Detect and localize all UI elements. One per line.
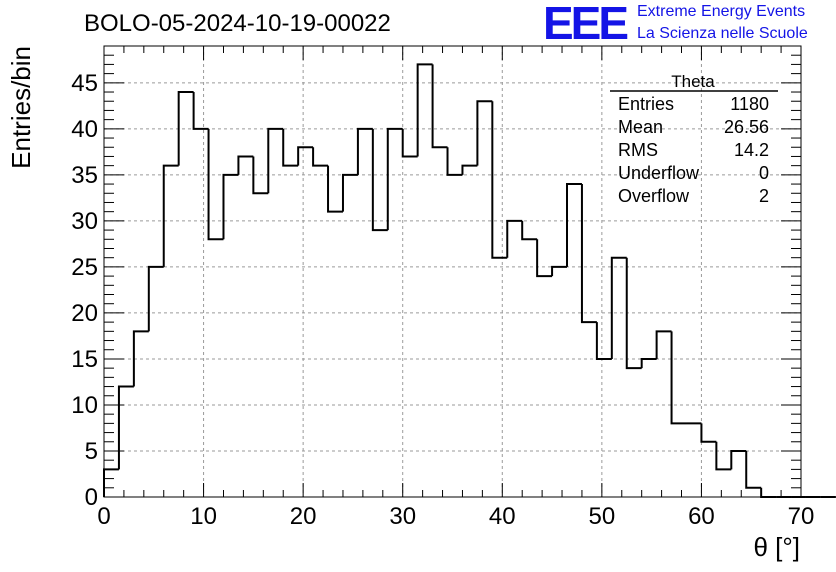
histogram-bin bbox=[103, 468, 119, 497]
histogram-series bbox=[103, 63, 836, 498]
histogram-bin bbox=[476, 100, 493, 166]
y-tick-label: 20 bbox=[71, 300, 98, 327]
plot-frame bbox=[103, 45, 802, 498]
x-tick-label: 30 bbox=[389, 503, 416, 530]
histogram-bin bbox=[506, 219, 523, 258]
stats-row-label: Underflow bbox=[618, 163, 700, 183]
histogram-bin bbox=[745, 450, 762, 489]
y-tick-label: 45 bbox=[71, 70, 98, 97]
y-tick-label: 0 bbox=[85, 484, 98, 511]
x-tick-labels: 0 10 20 30 40 50 60 70 bbox=[97, 503, 814, 530]
stats-row-value: 26.56 bbox=[724, 117, 769, 137]
histogram-bin bbox=[610, 256, 627, 359]
histogram-bin bbox=[595, 322, 612, 360]
stats-row-label: Overflow bbox=[618, 186, 690, 206]
stats-row-value: 14.2 bbox=[734, 140, 769, 160]
histogram-bin bbox=[356, 127, 373, 175]
histogram-bin bbox=[715, 441, 732, 471]
stats-row-label: Mean bbox=[618, 117, 663, 137]
histogram-bin bbox=[267, 127, 284, 194]
histogram-bin bbox=[147, 265, 164, 332]
histogram-bin bbox=[580, 184, 597, 324]
histogram-bin bbox=[297, 146, 314, 166]
histogram-bin bbox=[252, 156, 269, 195]
histogram-bin bbox=[670, 331, 687, 425]
y-axis-label: Entries/bin bbox=[6, 46, 36, 169]
histogram-bin bbox=[386, 127, 403, 231]
histogram-bin bbox=[536, 239, 553, 278]
run-title: BOLO-05-2024-10-19-00022 bbox=[84, 10, 391, 37]
histogram-bin bbox=[521, 220, 538, 241]
histogram-bin bbox=[446, 147, 463, 176]
histogram-bin bbox=[327, 165, 343, 213]
stats-title: Theta bbox=[671, 72, 715, 91]
eee-logo: EEE bbox=[543, 0, 629, 49]
histogram-bin bbox=[730, 449, 747, 470]
y-tick-label: 25 bbox=[71, 254, 98, 281]
histogram-bin bbox=[401, 128, 418, 158]
histogram-bin bbox=[416, 63, 433, 157]
grid-lines bbox=[103, 46, 802, 497]
histogram-bin bbox=[655, 330, 672, 359]
x-tick-label: 50 bbox=[589, 503, 616, 530]
y-tick-label: 10 bbox=[71, 392, 98, 419]
x-tick-label: 70 bbox=[788, 503, 815, 530]
x-tick-label: 0 bbox=[97, 503, 110, 530]
stats-rows: Entries 1180 Mean 26.56 RMS 14.2 Underflow 0 Ove… bbox=[618, 94, 769, 206]
stats-row-label: Entries bbox=[618, 94, 674, 114]
histogram-bin bbox=[371, 128, 388, 232]
y-tick-label: 5 bbox=[85, 438, 98, 465]
histogram-bin bbox=[117, 385, 134, 470]
x-tick-label: 60 bbox=[688, 503, 715, 530]
histogram-bin bbox=[760, 487, 777, 498]
x-tick-label: 10 bbox=[190, 503, 217, 530]
histogram-bin bbox=[282, 128, 299, 167]
y-tick-label: 35 bbox=[71, 162, 98, 189]
histogram-bin bbox=[566, 183, 582, 267]
histogram-bin bbox=[625, 257, 642, 370]
x-tick-label: 20 bbox=[290, 503, 317, 530]
y-tick-labels: 0 5 10 15 20 25 30 35 40 45 bbox=[71, 70, 98, 511]
org-name-line1: Extreme Energy Events bbox=[637, 3, 806, 20]
y-tick-label: 40 bbox=[71, 116, 98, 143]
histogram-bin bbox=[312, 147, 329, 167]
x-axis-label: θ [°] bbox=[753, 532, 800, 562]
x-tick-label: 40 bbox=[489, 503, 516, 530]
histogram-bin bbox=[431, 64, 448, 149]
y-tick-label: 15 bbox=[71, 346, 98, 373]
stats-row-value: 2 bbox=[759, 186, 769, 206]
stats-box: Theta Entries 1180 Mean 26.56 RMS 14.2 Underfl… bbox=[610, 72, 778, 206]
org-name-line2: La Scienza nelle Scuole bbox=[637, 25, 808, 42]
histogram-bin bbox=[162, 164, 179, 267]
histogram-bin bbox=[177, 91, 194, 166]
histogram-bin bbox=[132, 330, 149, 387]
histogram-bin bbox=[341, 173, 358, 212]
axis-ticks bbox=[103, 45, 802, 498]
histogram-bin bbox=[207, 128, 224, 241]
stats-row-value: 1180 bbox=[730, 94, 769, 114]
histogram-bin bbox=[640, 357, 657, 369]
histogram-bin bbox=[700, 423, 717, 443]
y-tick-label: 30 bbox=[71, 208, 98, 235]
histogram-bin bbox=[222, 173, 239, 240]
histogram-bin bbox=[192, 92, 209, 130]
histogram-bin bbox=[237, 155, 254, 175]
histogram-bin bbox=[491, 101, 508, 259]
stats-row-label: RMS bbox=[618, 140, 658, 160]
histogram-bin bbox=[461, 164, 478, 175]
histogram-bin bbox=[551, 265, 568, 277]
stats-row-value: 0 bbox=[759, 163, 769, 183]
